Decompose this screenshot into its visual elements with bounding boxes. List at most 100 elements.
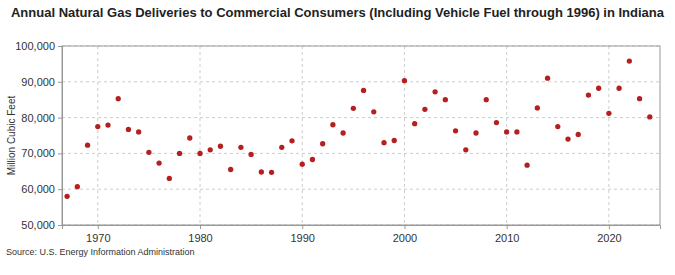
- y-tick-mark: [58, 46, 62, 47]
- x-tick-label: 2000: [393, 232, 417, 244]
- x-axis: 1970 1980 1990 2000 2010 2020: [63, 225, 661, 244]
- plot-frame: [62, 46, 660, 225]
- y-tick-mark: [58, 82, 62, 83]
- point: [463, 147, 468, 152]
- point: [443, 97, 448, 102]
- point: [473, 130, 478, 135]
- point: [392, 138, 397, 143]
- y-axis-line: [58, 47, 63, 226]
- point: [545, 76, 550, 81]
- point: [494, 120, 499, 125]
- point: [208, 147, 213, 152]
- point: [116, 96, 121, 101]
- point: [565, 136, 570, 141]
- point: [616, 86, 621, 91]
- point: [340, 130, 345, 135]
- y-tick-label: 100,000: [15, 40, 55, 52]
- x-tick-label: 2020: [597, 232, 621, 244]
- x-tick-label: 1970: [86, 232, 110, 244]
- grid-line: [62, 117, 660, 118]
- y-tick: 50,000: [21, 219, 62, 231]
- y-tick-label: 90,000: [21, 76, 55, 88]
- point: [248, 152, 253, 157]
- point: [64, 194, 69, 199]
- x-tick-mark: [609, 225, 610, 229]
- y-tick-mark: [58, 118, 62, 119]
- point: [269, 170, 274, 175]
- point: [524, 163, 529, 168]
- point: [381, 140, 386, 145]
- title: Annual Natural Gas Deliveries to Commerc…: [11, 5, 665, 20]
- point: [238, 145, 243, 150]
- x-tick: 2000: [393, 225, 417, 244]
- x-tick-mark: [98, 225, 99, 229]
- grid-line: [200, 46, 201, 225]
- y-tick: 90,000: [21, 76, 62, 88]
- y-tick: 70,000: [21, 147, 62, 159]
- point: [412, 121, 417, 126]
- point: [218, 144, 223, 149]
- point: [586, 92, 591, 97]
- x-tick-mark: [507, 225, 508, 229]
- point: [330, 122, 335, 127]
- x-tick-label: 2010: [495, 232, 519, 244]
- y-axis: 50,00060,00070,00080,00090,000100,000: [15, 40, 62, 231]
- point: [432, 89, 437, 94]
- point: [310, 157, 315, 162]
- point: [95, 124, 100, 129]
- point: [514, 129, 519, 134]
- grid-line: [608, 46, 609, 225]
- y-tick-label: 60,000: [21, 183, 55, 195]
- x-tick-mark: [302, 225, 303, 229]
- y-tick: 60,000: [21, 183, 62, 195]
- x-tick-mark: [404, 225, 405, 229]
- point: [422, 107, 427, 112]
- grid-line: [302, 46, 303, 225]
- point: [75, 184, 80, 189]
- grid-line: [506, 46, 507, 225]
- grid-line: [404, 46, 405, 225]
- point: [228, 167, 233, 172]
- x-tick-label: 1990: [290, 232, 314, 244]
- point: [105, 122, 110, 127]
- point: [279, 145, 284, 150]
- point: [453, 128, 458, 133]
- point: [136, 129, 141, 134]
- grid: [62, 46, 660, 225]
- x-tick-label: 1980: [188, 232, 212, 244]
- point: [197, 151, 202, 156]
- point: [320, 141, 325, 146]
- point: [289, 138, 294, 143]
- point: [606, 111, 611, 116]
- x-tick: 2020: [597, 225, 621, 244]
- point: [484, 97, 489, 102]
- points: [64, 58, 652, 199]
- point: [371, 109, 376, 114]
- y-tick-label: 50,000: [21, 219, 55, 231]
- point: [596, 86, 601, 91]
- point: [637, 96, 642, 101]
- y-tick: 100,000: [15, 40, 62, 52]
- point: [187, 135, 192, 140]
- point: [156, 160, 161, 165]
- y-tick-mark: [58, 189, 62, 190]
- grid-line: [62, 81, 660, 82]
- point: [576, 132, 581, 137]
- point: [402, 78, 407, 83]
- point: [351, 106, 356, 111]
- x-tick: 1990: [290, 225, 314, 244]
- x-tick: 1980: [188, 225, 212, 244]
- point: [259, 169, 264, 174]
- point: [361, 88, 366, 93]
- point: [85, 143, 90, 148]
- x-tick: 2010: [495, 225, 519, 244]
- point: [627, 58, 632, 63]
- point: [535, 105, 540, 110]
- grid-line: [97, 46, 98, 225]
- point: [555, 124, 560, 129]
- point: [504, 129, 509, 134]
- source: Source: U.S. Energy Information Administ…: [6, 247, 195, 257]
- point: [647, 114, 652, 119]
- point: [126, 127, 131, 132]
- grid-line: [62, 189, 660, 190]
